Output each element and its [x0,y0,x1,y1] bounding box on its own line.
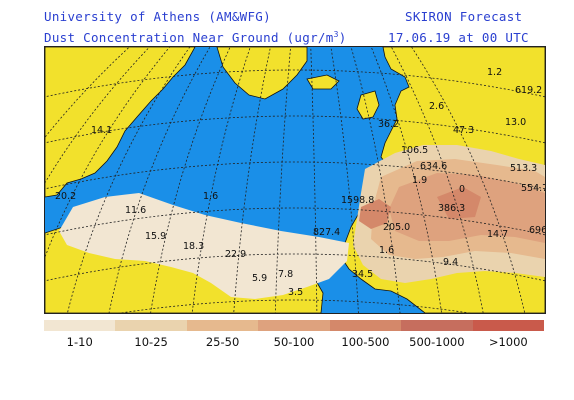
dust-value-label: 14.1 [91,125,112,136]
legend-label: 50-100 [273,335,315,349]
dust-values: 14.1 20.2 11.6 1.6 15.9 18.3 22.9 5.9 7.8 3.5 1598… [55,67,545,298]
product-title-prefix: Dust Concentration Near Ground (ugr/m [44,30,334,46]
product-title-exponent: 3 [333,30,339,39]
grid-meridian [45,47,171,259]
grid-parallel [45,161,545,190]
forecast-datetime: 17.06.19 at 00 UTC [388,30,529,45]
land-british-isles [356,90,380,120]
dust-value-label: 1.6 [379,245,394,256]
grid-meridian [233,47,271,313]
dust-value-label: 13.0 [505,117,526,128]
dust-value-label: 827.4 [313,227,340,238]
dust-value-label: 20.2 [55,191,76,202]
dust-value-label: 1.6 [203,191,218,202]
dust-map: 14.1 20.2 11.6 1.6 15.9 18.3 22.9 5.9 7.8 3.5 1598… [44,46,546,314]
dust-value-label: 9.4 [443,257,458,268]
dust-value-label: 2.6 [429,101,444,112]
dust-value-label: 1598.8 [341,195,374,206]
product-title-suffix: ) [338,30,347,46]
dust-value-label: 205.0 [383,222,410,233]
grid-parallel [45,69,545,98]
land-iceland [306,74,340,90]
legend-swatch [258,320,330,331]
dust-value-label: 696 [529,225,545,236]
dust-value-label: 7.8 [278,269,293,280]
dust-value-label: 106.5 [401,145,428,156]
legend-label: 10-25 [134,335,168,349]
legend-label: 500-1000 [409,335,465,349]
dust-value-label: 34.5 [352,269,373,280]
dust-value-label: 1.9 [412,175,427,186]
dust-value-label: 619.2 [515,85,542,96]
dust-value-label: 0 [459,184,465,195]
dust-value-label: 5.9 [252,273,267,284]
legend-swatch [401,320,473,331]
dust-value-label: 386.3 [438,203,465,214]
dust-value-label: 47.3 [453,125,474,136]
dust-value-label: 14.7 [487,229,508,240]
product-title: Dust Concentration Near Ground (ugr/m3) [44,30,347,45]
legend-label: 1-10 [66,335,93,349]
grid-meridian [370,47,442,313]
grid-meridian [390,47,484,313]
dust-core-central [437,187,481,219]
dust-value-label: 554.7 [521,183,545,194]
lat-lon-grid [45,47,545,313]
legend-label: 100-500 [341,335,390,349]
grid-meridian [350,47,401,313]
dust-value-label: 22.9 [225,249,246,260]
grid-meridian [150,47,231,313]
dust-value-label: 634.6 [420,161,447,172]
grid-meridian [310,47,318,313]
legend-swatch [115,320,187,331]
legend-label: >1000 [488,335,528,349]
dust-value-label: 15.9 [145,231,166,242]
legend: 1-10 10-25 25-50 50-100 100-500 500-1000 >1000 [44,320,544,352]
legend-label: 25-50 [205,335,240,349]
grid-parallel [45,253,545,282]
grid-meridian [411,47,526,313]
institution-title: University of Athens (AM&WFG) [44,9,271,24]
dust-value-label: 36.2 [378,119,399,130]
dust-value-label: 11.6 [125,205,146,216]
land-north-america [45,47,196,198]
grid-meridian [274,47,292,313]
grid-parallel [45,207,545,236]
forecast-title: SKIRON Forecast [405,9,523,24]
grid-meridian [67,47,191,313]
legend-swatch [44,320,116,331]
dust-value-label: 18.3 [183,241,204,252]
dust-value-label: 513.3 [510,163,537,174]
dust-core-west [359,199,391,229]
dust-map-canvas: 14.1 20.2 11.6 1.6 15.9 18.3 22.9 5.9 7.8 3.5 1598… [45,47,545,313]
legend-swatch [329,320,402,331]
grid-meridian [330,47,359,313]
grid-parallel [45,115,545,144]
dust-value-label: 3.5 [288,287,303,298]
legend-swatch [186,320,259,331]
land-greenland [216,47,308,100]
legend-swatch [472,320,544,331]
dust-value-label: 1.2 [487,67,502,78]
